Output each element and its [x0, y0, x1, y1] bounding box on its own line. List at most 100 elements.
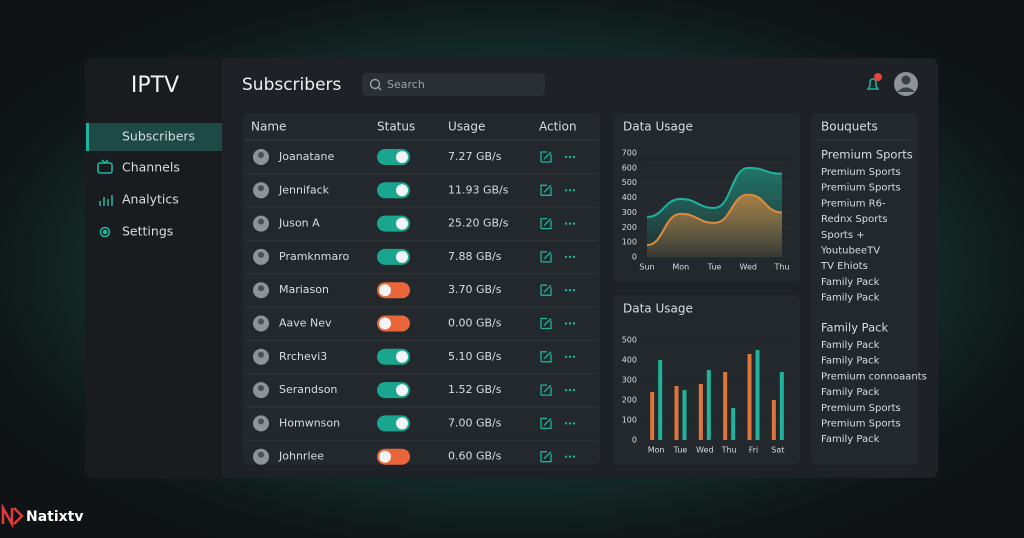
x-tick-label: Thu: [773, 263, 789, 272]
usage: 11.93 GB/s: [448, 183, 509, 196]
more-dot[interactable]: [564, 255, 568, 259]
more-dot[interactable]: [568, 222, 572, 225]
bar: [706, 370, 711, 440]
more-dot[interactable]: [564, 355, 568, 358]
bouquet-item[interactable]: Premium Sports: [821, 183, 901, 194]
edit-icon[interactable]: [540, 184, 552, 196]
notification-bell[interactable]: [866, 78, 880, 90]
more-dot[interactable]: [568, 388, 572, 392]
bouquet-item[interactable]: Premium connoaants: [821, 371, 927, 382]
more-dot[interactable]: [572, 289, 576, 292]
x-tick-label: Mon: [648, 446, 665, 455]
more-dot[interactable]: [564, 455, 568, 458]
bouquet-item[interactable]: Premium Sports: [821, 419, 901, 430]
more-dot[interactable]: [568, 422, 572, 425]
subscriber-name: Juson A: [278, 217, 320, 230]
row-avatar-head: [258, 218, 264, 225]
watermark-logo: [1, 503, 24, 529]
bouquet-item[interactable]: Premium R6-: [821, 198, 886, 209]
nav-item[interactable]: Analytics: [122, 192, 179, 207]
edit-icon[interactable]: [540, 317, 552, 330]
y-tick-label: 0: [632, 253, 637, 262]
icon-gear: [99, 226, 111, 238]
more-dot[interactable]: [572, 388, 576, 392]
bouquet-item[interactable]: YoutubeeTV: [820, 246, 880, 257]
more-dot[interactable]: [568, 455, 572, 458]
more-dot[interactable]: [568, 355, 572, 358]
more-dot[interactable]: [572, 322, 576, 325]
more-dot[interactable]: [572, 155, 576, 159]
edit-icon[interactable]: [540, 451, 552, 463]
bar: [731, 408, 736, 440]
more-dot[interactable]: [564, 422, 568, 425]
y-tick-label: 500: [622, 336, 637, 345]
edit-icon[interactable]: [540, 217, 552, 230]
more-dot[interactable]: [572, 222, 576, 225]
more-dot[interactable]: [564, 289, 568, 292]
bouquet-item[interactable]: Family Pack: [821, 277, 880, 288]
usage: 3.70 GB/s: [448, 283, 502, 296]
more-dot[interactable]: [564, 388, 568, 392]
more-dot[interactable]: [568, 155, 572, 159]
row-avatar-head: [258, 285, 264, 292]
column-header: Action: [539, 120, 577, 134]
edit-icon[interactable]: [540, 251, 552, 263]
toggle-knob: [396, 151, 408, 163]
bouquet-item[interactable]: Premium Sports: [821, 167, 901, 178]
edit-icon[interactable]: [540, 417, 552, 430]
bouquet-item[interactable]: Family Pack: [821, 387, 880, 398]
more-dot[interactable]: [564, 189, 568, 192]
more-dot[interactable]: [572, 355, 576, 358]
y-tick-label: 200: [622, 396, 637, 405]
bouquet-item[interactable]: Family Pack: [821, 434, 880, 445]
nav-item[interactable]: Settings: [122, 224, 173, 239]
edit-icon[interactable]: [540, 351, 552, 363]
more-dot[interactable]: [564, 155, 568, 159]
bouquet-item[interactable]: Family Pack: [821, 293, 880, 304]
x-tick-label: Fri: [749, 446, 759, 455]
more-dot[interactable]: [568, 289, 572, 292]
more-dot[interactable]: [572, 455, 576, 458]
more-dot[interactable]: [564, 322, 568, 325]
bouquet-group-heading[interactable]: Family Pack: [821, 321, 888, 335]
usage: 7.27 GB/s: [448, 150, 502, 163]
chart-title: Data Usage: [623, 302, 693, 316]
bar: [682, 390, 687, 440]
y-tick-label: 400: [622, 193, 637, 202]
usage: 0.60 GB/s: [448, 450, 502, 463]
usage: 7.88 GB/s: [448, 250, 502, 263]
bouquet-item[interactable]: Rednx Sports: [821, 214, 888, 225]
more-dot[interactable]: [568, 255, 572, 259]
bar: [698, 384, 703, 440]
subscriber-name: Aave Nev: [279, 317, 332, 330]
more-dot[interactable]: [572, 189, 576, 192]
bouquet-item[interactable]: Family Pack: [821, 340, 880, 351]
toggle-knob: [396, 250, 408, 263]
bouquet-item[interactable]: TV Ehiots: [820, 261, 868, 272]
bouquet-item[interactable]: Family Pack: [821, 356, 880, 367]
nav-item[interactable]: Subscribers: [122, 129, 195, 144]
edit-icon[interactable]: [540, 151, 552, 163]
search-icon: [369, 78, 381, 90]
more-dot[interactable]: [568, 322, 572, 325]
nav-item[interactable]: Channels: [122, 160, 180, 175]
more-dot[interactable]: [564, 222, 568, 225]
row-avatar-head: [258, 351, 264, 358]
chart-title: Data Usage: [623, 120, 693, 134]
search-icon-handle: [377, 86, 382, 91]
bouquet-item[interactable]: Sports +: [821, 230, 865, 241]
search-box[interactable]: [362, 73, 545, 96]
edit-icon[interactable]: [540, 384, 552, 396]
more-dot[interactable]: [572, 255, 576, 259]
bouquet-group-heading[interactable]: Premium Sports: [821, 148, 913, 162]
bouquet-item[interactable]: Premium Sports: [821, 403, 901, 414]
more-dot[interactable]: [568, 189, 572, 192]
usage: 1.52 GB/s: [448, 383, 502, 396]
panel-title: Bouquets: [821, 120, 878, 134]
page-title: Subscribers: [242, 75, 342, 95]
edit-icon[interactable]: [540, 284, 552, 296]
row-avatar-head: [258, 318, 264, 325]
more-dot[interactable]: [572, 422, 576, 425]
